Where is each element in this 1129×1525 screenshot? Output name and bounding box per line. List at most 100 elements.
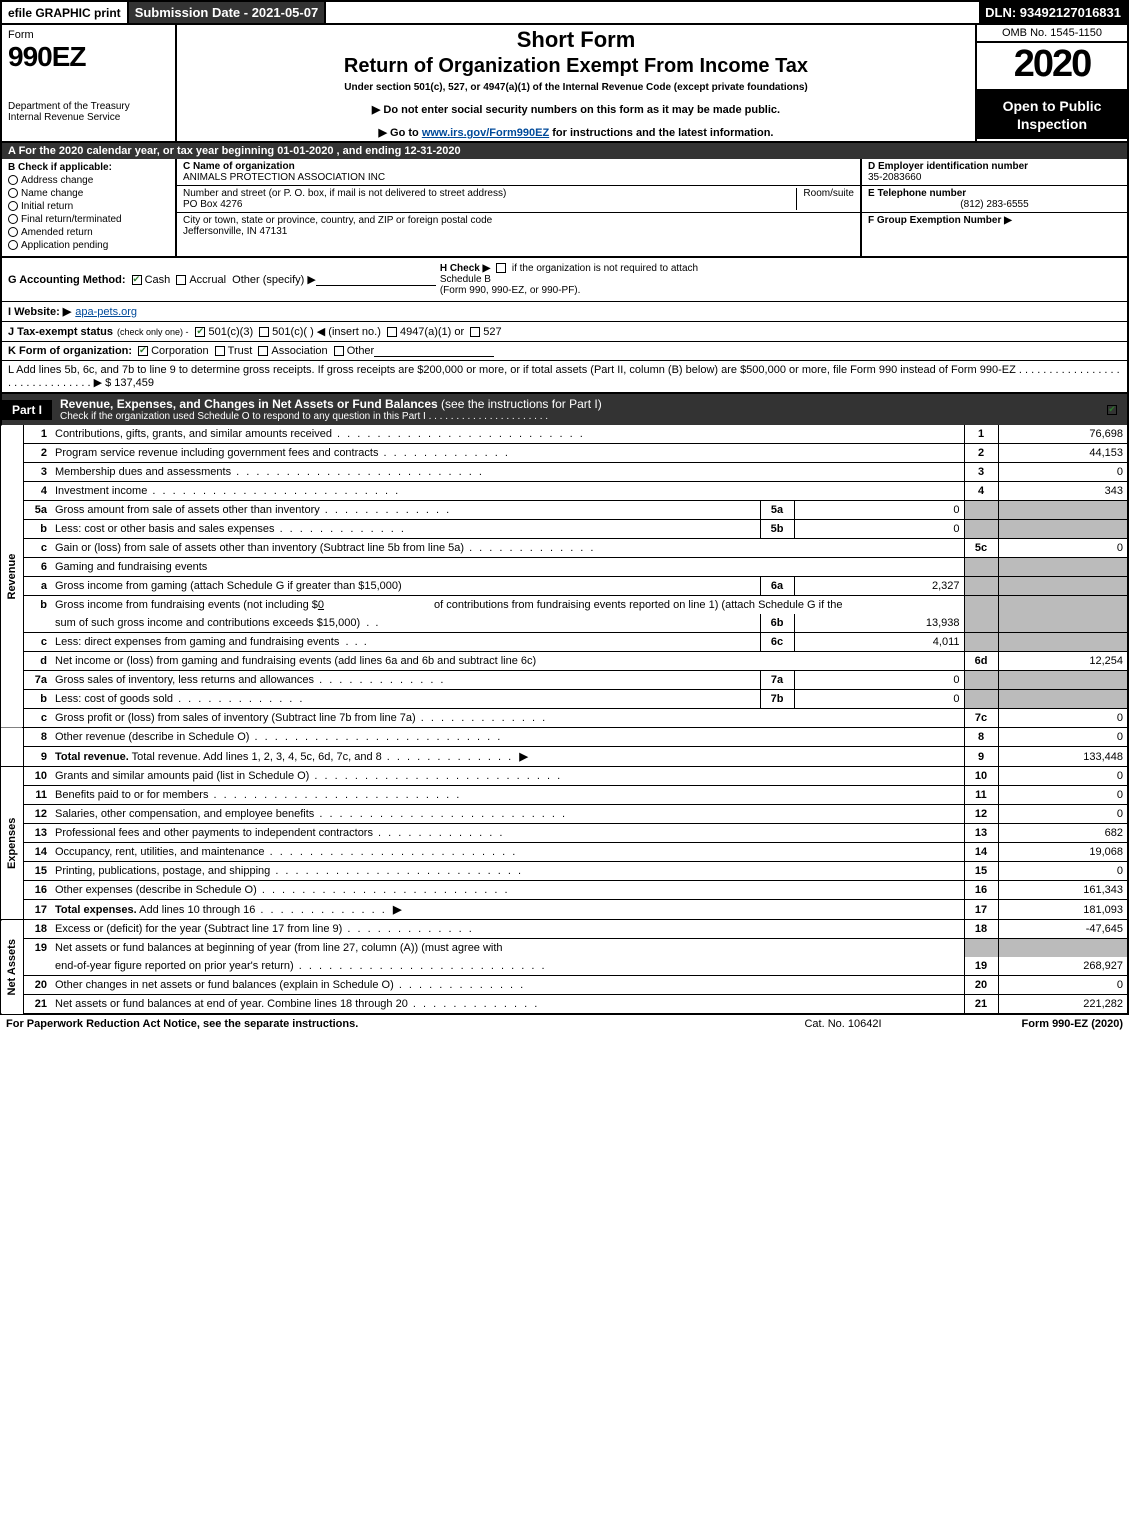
b-opt-application-pending[interactable]: Application pending: [8, 240, 169, 251]
ssn-warning: ▶ Do not enter social security numbers o…: [183, 103, 969, 116]
goto-link[interactable]: www.irs.gov/Form990EZ: [422, 127, 549, 139]
table-row: 14 Occupancy, rent, utilities, and maint…: [1, 843, 1128, 862]
col-c: C Name of organization ANIMALS PROTECTIO…: [177, 159, 862, 256]
circle-icon: [8, 240, 18, 250]
return-title: Return of Organization Exempt From Incom…: [183, 55, 969, 78]
header-left: Form 990EZ Department of the Treasury In…: [2, 25, 177, 141]
table-row: b Gross income from fundraising events (…: [1, 596, 1128, 615]
checkbox-cash[interactable]: [132, 275, 142, 285]
paperwork-notice: For Paperwork Reduction Act Notice, see …: [6, 1018, 743, 1030]
checkbox-h[interactable]: [496, 263, 506, 273]
circle-icon: [8, 227, 18, 237]
col-def: D Employer identification number 35-2083…: [862, 159, 1127, 256]
table-row: b Less: cost of goods sold 7b 0: [1, 690, 1128, 709]
table-row: 3 Membership dues and assessments 3 0: [1, 463, 1128, 482]
table-row: 11 Benefits paid to or for members 11 0: [1, 786, 1128, 805]
submission-date-label: Submission Date - 2021-05-07: [129, 2, 327, 23]
checkbox-501c3[interactable]: [195, 327, 205, 337]
table-row: 12 Salaries, other compensation, and emp…: [1, 805, 1128, 824]
open-public-badge: Open to Public Inspection: [977, 91, 1127, 139]
table-row: sum of such gross income and contributio…: [1, 614, 1128, 633]
c-addr-label: Number and street (or P. O. box, if mail…: [183, 188, 506, 199]
table-row: c Gain or (loss) from sale of assets oth…: [1, 539, 1128, 558]
circle-icon: [8, 214, 18, 224]
checkbox-527[interactable]: [470, 327, 480, 337]
checkbox-501c[interactable]: [259, 327, 269, 337]
row-a-tax-year: A For the 2020 calendar year, or tax yea…: [0, 143, 1129, 159]
d-row: D Employer identification number 35-2083…: [862, 159, 1127, 186]
table-row: 21 Net assets or fund balances at end of…: [1, 995, 1128, 1015]
checkbox-other[interactable]: [334, 346, 344, 356]
part1-title: Revenue, Expenses, and Changes in Net As…: [52, 394, 1097, 425]
dept-treasury: Department of the Treasury: [8, 101, 169, 112]
table-row: 5a Gross amount from sale of assets othe…: [1, 501, 1128, 520]
row-l: L Add lines 5b, 6c, and 7b to line 9 to …: [0, 361, 1129, 394]
table-row: c Less: direct expenses from gaming and …: [1, 633, 1128, 652]
form-number: 990EZ: [8, 41, 169, 73]
table-row: 2 Program service revenue including gove…: [1, 444, 1128, 463]
b-opt-name-change[interactable]: Name change: [8, 188, 169, 199]
phone-value: (812) 283-6555: [868, 199, 1121, 210]
table-row: Net Assets 18 Excess or (deficit) for th…: [1, 920, 1128, 939]
h-box: H Check ▶ if the organization is not req…: [436, 261, 716, 298]
table-row: b Less: cost or other basis and sales ex…: [1, 520, 1128, 539]
dln-label: DLN: 93492127016831: [979, 2, 1127, 23]
part1-header: Part I Revenue, Expenses, and Changes in…: [0, 394, 1129, 425]
d-label: D Employer identification number: [868, 161, 1121, 172]
header-center: Short Form Return of Organization Exempt…: [177, 25, 977, 141]
under-section: Under section 501(c), 527, or 4947(a)(1)…: [183, 82, 969, 93]
cat-number: Cat. No. 10642I: [743, 1018, 943, 1030]
other-specify-field[interactable]: [316, 274, 436, 286]
form-footer-label: Form 990-EZ (2020): [943, 1018, 1123, 1030]
sidelabel-expenses: Expenses: [1, 767, 23, 920]
c-city-label: City or town, state or province, country…: [183, 215, 492, 226]
omb-number: OMB No. 1545-1150: [977, 25, 1127, 43]
b-opt-initial-return[interactable]: Initial return: [8, 201, 169, 212]
table-row: 15 Printing, publications, postage, and …: [1, 862, 1128, 881]
sidelabel-revenue: Revenue: [1, 425, 23, 728]
page-footer: For Paperwork Reduction Act Notice, see …: [0, 1015, 1129, 1033]
b-opt-address-change[interactable]: Address change: [8, 175, 169, 186]
table-row: end-of-year figure reported on prior yea…: [1, 957, 1128, 976]
checkbox-trust[interactable]: [215, 346, 225, 356]
part1-table: Revenue 1 Contributions, gifts, grants, …: [0, 425, 1129, 1015]
table-row: a Gross income from gaming (attach Sched…: [1, 577, 1128, 596]
c-name-label: C Name of organization: [183, 161, 295, 172]
checkbox-4947[interactable]: [387, 327, 397, 337]
goto-line: ▶ Go to www.irs.gov/Form990EZ for instru…: [183, 126, 969, 139]
short-form-title: Short Form: [183, 27, 969, 53]
b-opt-amended-return[interactable]: Amended return: [8, 227, 169, 238]
efile-print-label[interactable]: efile GRAPHIC print: [2, 2, 129, 23]
f-label: F Group Exemption Number ▶: [868, 215, 1121, 226]
table-row: 9 Total revenue. Total revenue. Add line…: [1, 747, 1128, 767]
e-row: E Telephone number (812) 283-6555: [862, 186, 1127, 213]
part1-tab: Part I: [2, 400, 52, 420]
table-row: Expenses 10 Grants and similar amounts p…: [1, 767, 1128, 786]
row-g: G Accounting Method: Cash Accrual Other …: [0, 258, 1129, 302]
checkbox-accrual[interactable]: [176, 275, 186, 285]
org-address: PO Box 4276: [183, 199, 242, 210]
checkbox-icon: [1107, 405, 1117, 415]
sidelabel-netassets: Net Assets: [1, 920, 23, 1015]
checkbox-corporation[interactable]: [138, 346, 148, 356]
table-row: d Net income or (loss) from gaming and f…: [1, 652, 1128, 671]
b-opt-final-return[interactable]: Final return/terminated: [8, 214, 169, 225]
form-word: Form: [8, 29, 169, 41]
table-row: Revenue 1 Contributions, gifts, grants, …: [1, 425, 1128, 444]
circle-icon: [8, 175, 18, 185]
circle-icon: [8, 201, 18, 211]
block-bcdef: B Check if applicable: Address change Na…: [0, 159, 1129, 258]
part1-schedule-o-check[interactable]: [1097, 404, 1127, 416]
table-row: 17 Total expenses. Add lines 10 through …: [1, 900, 1128, 920]
j-prefix: J Tax-exempt status: [8, 326, 113, 338]
tax-year: 2020: [977, 43, 1127, 91]
i-prefix: I Website: ▶: [8, 305, 71, 318]
website-link[interactable]: apa-pets.org: [75, 306, 137, 318]
header-block: Form 990EZ Department of the Treasury In…: [0, 25, 1129, 143]
k-other-field[interactable]: [374, 345, 494, 357]
c-addr-row: Number and street (or P. O. box, if mail…: [177, 186, 860, 213]
c-name-row: C Name of organization ANIMALS PROTECTIO…: [177, 159, 860, 186]
row-k: K Form of organization: Corporation Trus…: [0, 342, 1129, 361]
table-row: 13 Professional fees and other payments …: [1, 824, 1128, 843]
checkbox-association[interactable]: [258, 346, 268, 356]
